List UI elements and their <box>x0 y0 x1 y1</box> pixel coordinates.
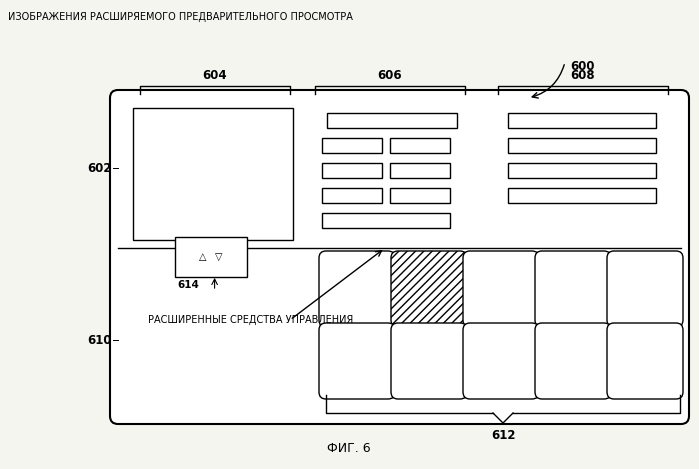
Text: ▽: ▽ <box>215 252 222 262</box>
FancyBboxPatch shape <box>319 323 395 399</box>
FancyBboxPatch shape <box>391 251 467 327</box>
Text: ИЗОБРАЖЕНИЯ РАСШИРЯЕМОГО ПРЕДВАРИТЕЛЬНОГО ПРОСМОТРА: ИЗОБРАЖЕНИЯ РАСШИРЯЕМОГО ПРЕДВАРИТЕЛЬНОГ… <box>8 12 353 22</box>
FancyBboxPatch shape <box>463 323 539 399</box>
Text: 614: 614 <box>177 280 199 290</box>
Bar <box>175 237 247 277</box>
Text: 600: 600 <box>570 60 595 73</box>
FancyBboxPatch shape <box>463 251 539 327</box>
FancyBboxPatch shape <box>391 323 467 399</box>
Bar <box>322 163 382 178</box>
Bar <box>322 213 450 228</box>
Bar <box>322 138 382 153</box>
FancyBboxPatch shape <box>607 251 683 327</box>
Text: ФИГ. 6: ФИГ. 6 <box>327 442 370 455</box>
Bar <box>508 163 656 178</box>
FancyBboxPatch shape <box>535 251 611 327</box>
Text: 604: 604 <box>203 69 227 82</box>
Text: 612: 612 <box>491 429 515 442</box>
FancyBboxPatch shape <box>535 323 611 399</box>
Text: 602: 602 <box>87 161 112 174</box>
Bar <box>390 188 450 203</box>
FancyBboxPatch shape <box>607 323 683 399</box>
Bar <box>508 138 656 153</box>
Text: 608: 608 <box>570 69 596 82</box>
Bar <box>133 108 293 240</box>
Bar <box>322 188 382 203</box>
Text: 610: 610 <box>87 333 112 347</box>
Bar <box>508 188 656 203</box>
Text: РАСШИРЕННЫЕ СРЕДСТВА УПРАВЛЕНИЯ: РАСШИРЕННЫЕ СРЕДСТВА УПРАВЛЕНИЯ <box>148 315 353 325</box>
FancyBboxPatch shape <box>319 251 395 327</box>
Text: 606: 606 <box>377 69 403 82</box>
FancyBboxPatch shape <box>110 90 689 424</box>
Text: △: △ <box>199 252 206 262</box>
Bar <box>390 163 450 178</box>
Bar <box>508 113 656 128</box>
Bar <box>327 113 457 128</box>
Bar <box>390 138 450 153</box>
